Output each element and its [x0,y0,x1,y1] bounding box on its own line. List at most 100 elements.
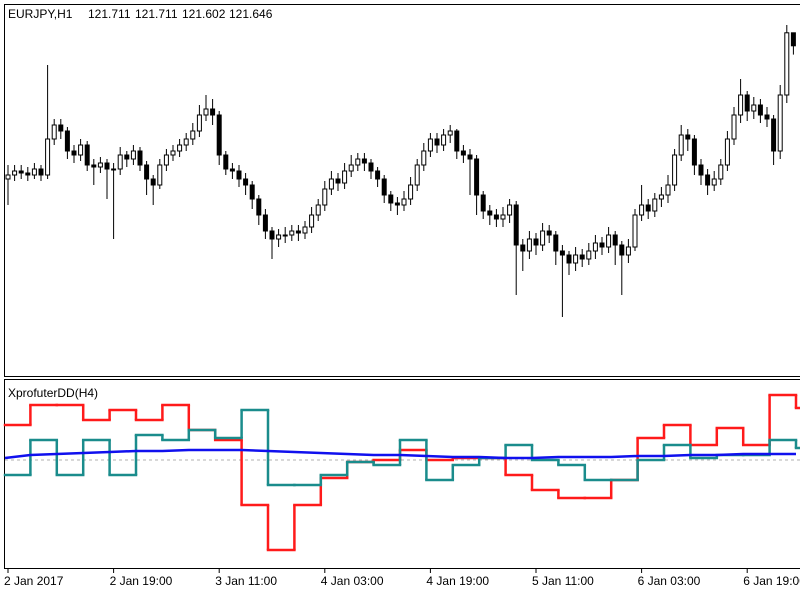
candle-body [78,144,84,156]
candle-body [229,168,235,172]
candle-body [533,238,539,246]
candle-body [771,118,777,152]
candle-body [355,158,361,166]
candle-body [757,104,763,116]
candle-body [5,174,11,180]
candle-body [454,130,460,152]
candle-body [606,234,612,248]
candle-body [691,138,697,166]
candle-body [111,168,117,171]
candle-body [441,134,447,146]
candle-body [216,114,222,156]
price-panel [4,4,800,377]
candle-body [315,204,321,216]
candle-body [520,244,526,252]
x-tick-label: 4 Jan 19:00 [426,574,489,588]
candle-body [104,162,110,170]
candle-body [84,144,90,166]
candle-body [447,130,453,136]
candle-body [51,124,57,140]
candle-body [540,230,546,246]
candle-body [256,198,262,216]
candle-body [751,104,757,112]
candle-body [361,158,367,164]
candle-body [342,170,348,184]
candle-body [665,184,671,196]
candle-body [427,138,433,152]
candle-body [223,154,229,170]
candle-body [71,150,77,156]
candle-body [243,178,249,186]
candle-body [672,154,678,186]
candle-body [500,214,506,220]
candle-body [45,138,51,176]
candle-body [573,254,579,264]
candle-body [408,184,414,200]
candle-body [31,168,37,176]
candle-body [645,204,651,212]
candle-body [401,198,407,206]
candle-body [150,178,156,186]
candle-body [579,254,585,260]
indicator-title: XprofuterDD(H4) [8,386,98,400]
x-tick-label: 6 Jan 19:00 [743,574,800,588]
candle-body [236,170,242,180]
candle-body [97,162,103,168]
candle-body [777,94,783,152]
candle-body [718,164,724,180]
candle-body [117,154,123,170]
candle-body [91,164,97,168]
candle-body [652,198,658,212]
candle-body [546,230,552,236]
candle-body [639,204,645,216]
candle-body [738,94,744,116]
x-tick-label: 6 Jan 03:00 [638,574,701,588]
candle-body [157,164,163,186]
candle-body [507,204,513,216]
candle-body [790,32,796,47]
x-tick-label: 5 Jan 11:00 [532,574,594,588]
candle-body [559,250,565,256]
candle-body [625,246,631,256]
candle-body [394,202,400,206]
candle-body [599,242,605,248]
candle-body [619,244,625,256]
candle-body [744,94,750,112]
candle-body [480,194,486,212]
candle-body [678,134,684,156]
candle-body [526,238,532,252]
indicator-line [4,448,796,460]
candle-body [711,178,717,186]
candle-body [434,138,440,146]
candle-body [12,170,18,176]
candle-body [698,164,704,176]
candle-body [566,254,572,264]
candle-body [460,150,466,156]
candle-body [64,130,70,152]
candle-body [177,144,183,152]
candle-body [592,242,598,252]
candle-body [553,234,559,252]
candle-body [724,138,730,166]
candle-body [764,114,770,120]
candle-body [170,150,176,156]
candle-body [705,174,711,186]
candle-body [414,164,420,186]
candle-body [137,150,143,166]
candle-body [322,188,328,206]
ohlc-close: 121.646 [229,7,273,21]
candle-body [784,32,790,96]
ohlc-high: 121.711 [135,7,178,21]
candle-body [586,250,592,260]
candle-body [183,138,189,146]
candle-body [467,154,473,160]
candle-body [289,230,295,236]
candle-body [302,226,308,234]
candle-body [58,124,64,132]
candle-body [130,150,136,160]
candle-body [658,194,664,200]
candle-body [282,234,288,237]
candle-body [196,114,202,132]
